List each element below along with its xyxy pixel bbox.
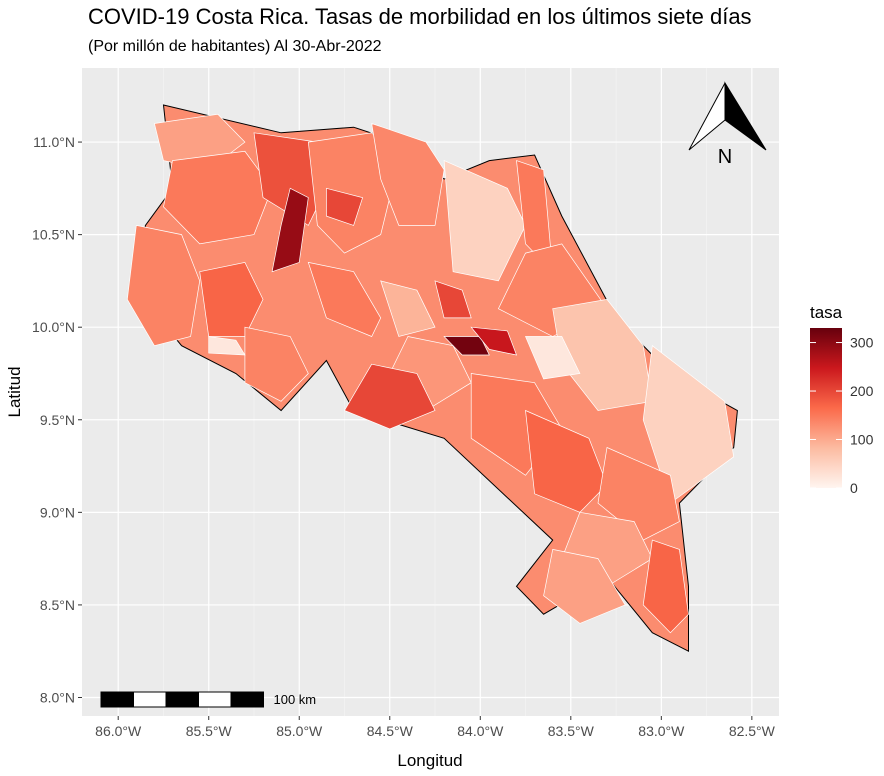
- scale-bar-segment: [198, 691, 232, 708]
- north-arrow: N: [688, 81, 767, 168]
- legend-colorbar: [810, 328, 842, 488]
- x-axis-title: Longitud: [397, 751, 462, 770]
- regions-layer: [126, 104, 738, 653]
- north-arrow-right-half: [724, 81, 767, 151]
- region-polygon: [543, 548, 626, 624]
- y-tick-label: 9.5°N: [40, 412, 75, 428]
- region-polygon: [443, 336, 490, 356]
- region-polygon: [525, 409, 608, 513]
- north-arrow-label: N: [718, 146, 732, 168]
- region-polygon: [343, 363, 436, 430]
- scale-bar: 100 km: [100, 691, 317, 708]
- scale-bar-segment: [230, 691, 264, 708]
- scale-bar-segment: [165, 691, 199, 708]
- region-polygon: [208, 336, 246, 356]
- region-polygon: [271, 187, 309, 273]
- legend-title: tasa: [810, 303, 843, 322]
- page-subtitle: (Por millón de habitantes) Al 30-Abr-202…: [88, 38, 382, 55]
- y-tick-label: 10.0°N: [32, 319, 75, 335]
- region-polygon: [524, 336, 581, 380]
- legend-tick-label: 0: [850, 480, 858, 496]
- region-polygon: [326, 187, 364, 226]
- x-tick-label: 86.0°W: [95, 723, 142, 739]
- legend-tick-label: 200: [850, 383, 874, 399]
- scale-bar-label: 100 km: [274, 692, 317, 707]
- region-polygon: [307, 261, 382, 337]
- x-axis-ticks: 86.0°W 85.5°W 85.0°W 84.5°W 84.0°W 83.5°W 83.0…: [95, 716, 776, 739]
- y-axis-ticks: 11.0°N 10.5°N 10.0°N 9.5°N 9.0°N 8.5°N 8.0°N: [32, 134, 82, 705]
- x-tick-label: 83.5°W: [548, 723, 595, 739]
- region-polygon: [380, 280, 436, 337]
- y-tick-label: 9.0°N: [40, 504, 75, 520]
- scale-bar-segment: [133, 691, 167, 708]
- region-polygon: [199, 262, 264, 337]
- region-polygon: [642, 345, 735, 504]
- x-tick-label: 85.5°W: [186, 723, 233, 739]
- region-polygon: [371, 122, 445, 226]
- region-polygon: [470, 326, 518, 356]
- x-tick-label: 85.0°W: [276, 723, 323, 739]
- region-polygon: [126, 224, 201, 347]
- page-title: COVID-19 Costa Rica. Tasas de morbilidad…: [88, 4, 752, 29]
- scale-bar-segment: [100, 691, 134, 708]
- y-tick-label: 11.0°N: [33, 134, 75, 150]
- region-polygon: [597, 446, 680, 541]
- y-tick-label: 10.5°N: [32, 227, 75, 243]
- region-polygon: [642, 539, 689, 634]
- x-tick-label: 84.5°W: [367, 723, 414, 739]
- x-tick-label: 84.0°W: [457, 723, 504, 739]
- region-polygon: [244, 326, 309, 402]
- y-tick-label: 8.5°N: [40, 597, 75, 613]
- legend-tick-label: 300: [850, 335, 874, 351]
- x-tick-label: 83.0°W: [638, 723, 685, 739]
- region-polygon: [434, 280, 472, 319]
- legend-ticks: 0 100 200 300: [810, 335, 874, 496]
- region-polygon: [443, 160, 526, 282]
- region-polygon: [163, 150, 273, 245]
- x-tick-label: 82.5°W: [729, 723, 776, 739]
- y-axis-title: Latitud: [5, 366, 24, 417]
- legend-tick-label: 100: [850, 432, 874, 448]
- region-polygon: [307, 132, 400, 254]
- y-tick-label: 8.0°N: [40, 689, 75, 705]
